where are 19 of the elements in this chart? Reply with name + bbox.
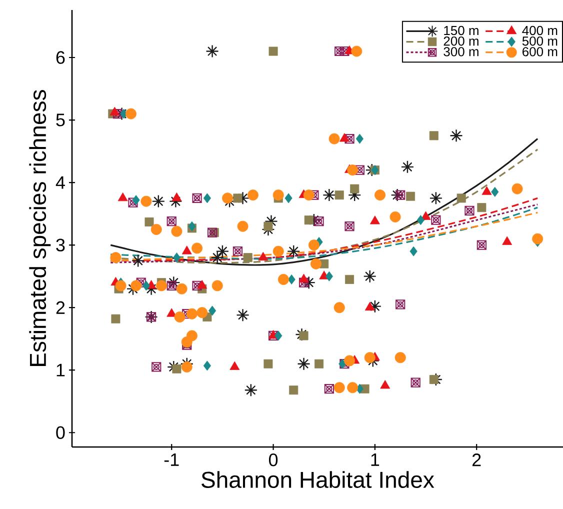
legend-label: 200 m	[444, 36, 478, 46]
y-tick-label: 6	[56, 51, 65, 64]
x-tick-label: -1	[164, 454, 179, 466]
y-tick-label: 3	[56, 238, 65, 252]
legend-label: 600 m	[522, 47, 558, 56]
y-tick-label: 2	[56, 301, 65, 314]
y-tick-label: 1	[56, 364, 65, 376]
legend-label: 300 m	[444, 47, 478, 56]
legend-label: 400 m	[522, 26, 558, 36]
legend-label: 150 m	[444, 26, 478, 36]
y-tick-label: 5	[56, 114, 65, 126]
y-axis-title: Estimated species richness	[29, 90, 51, 366]
x-tick-label: 2	[472, 454, 481, 466]
x-tick-label: 0	[268, 454, 278, 466]
x-tick-label: 1	[371, 454, 380, 466]
y-tick-label: 0	[56, 426, 65, 439]
legend-label: 500 m	[522, 36, 558, 46]
x-axis-title: Shannon Habitat Index	[202, 471, 434, 488]
y-tick-label: 4	[56, 176, 65, 189]
